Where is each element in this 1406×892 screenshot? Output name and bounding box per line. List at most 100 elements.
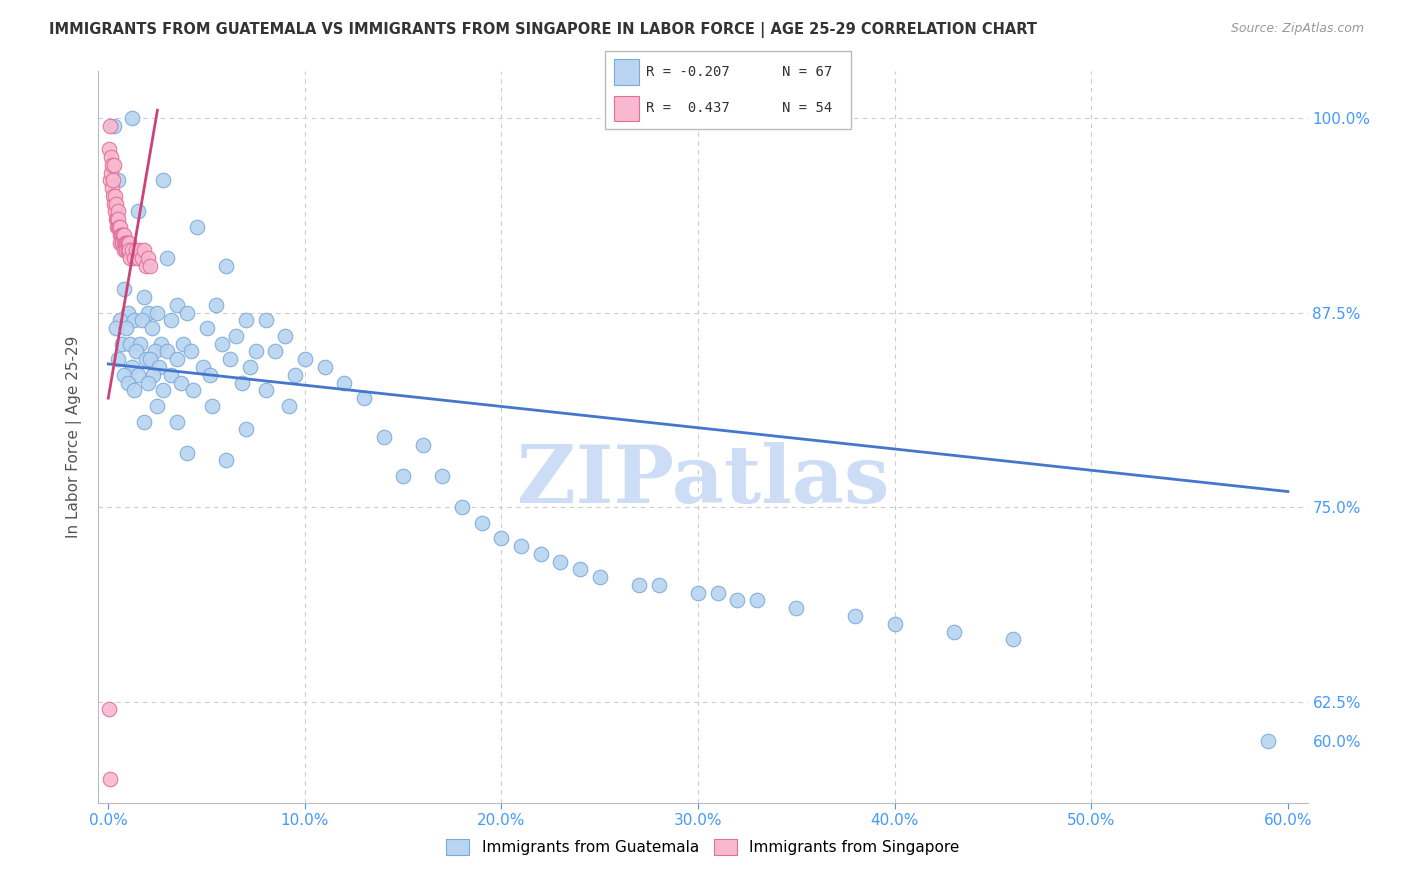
- Point: [121, 359, 143, 374]
- Point: [160, 368, 183, 382]
- Point: [132, 290, 155, 304]
- Point: [117, 244, 139, 258]
- Point: [294, 352, 316, 367]
- Point: [569, 562, 592, 576]
- Point: [98, 772, 121, 787]
- Point: [122, 251, 145, 265]
- Text: N = 54: N = 54: [782, 101, 832, 115]
- Point: [180, 344, 202, 359]
- Point: [142, 368, 165, 382]
- Point: [205, 298, 228, 312]
- Text: IMMIGRANTS FROM GUATEMALA VS IMMIGRANTS FROM SINGAPORE IN LABOR FORCE | AGE 25-2: IMMIGRANTS FROM GUATEMALA VS IMMIGRANTS …: [49, 22, 1038, 38]
- Point: [107, 173, 129, 187]
- Point: [148, 359, 170, 374]
- Point: [104, 189, 127, 203]
- Point: [688, 585, 710, 599]
- Point: [278, 399, 301, 413]
- Point: [942, 624, 965, 639]
- Point: [200, 368, 222, 382]
- Point: [138, 259, 160, 273]
- Point: [191, 359, 214, 374]
- Point: [105, 196, 128, 211]
- Point: [172, 336, 194, 351]
- Point: [138, 352, 160, 367]
- Point: [98, 702, 121, 716]
- Point: [785, 601, 807, 615]
- Point: [104, 212, 127, 227]
- Point: [274, 329, 297, 343]
- Point: [136, 251, 159, 265]
- Point: [125, 244, 148, 258]
- Text: ZIPatlas: ZIPatlas: [517, 442, 889, 520]
- Point: [136, 305, 159, 319]
- Text: N = 67: N = 67: [782, 65, 832, 79]
- Point: [392, 469, 415, 483]
- Point: [146, 305, 169, 319]
- Point: [117, 235, 139, 250]
- Point: [132, 244, 155, 258]
- Point: [118, 235, 141, 250]
- Point: [103, 204, 125, 219]
- Point: [101, 158, 124, 172]
- Point: [195, 321, 218, 335]
- Point: [844, 609, 866, 624]
- Point: [201, 399, 224, 413]
- Point: [284, 368, 307, 382]
- Point: [131, 251, 153, 265]
- Point: [1257, 733, 1279, 747]
- Point: [121, 111, 143, 125]
- Point: [141, 321, 163, 335]
- Point: [510, 539, 533, 553]
- Point: [117, 305, 139, 319]
- Point: [103, 119, 125, 133]
- Point: [115, 321, 138, 335]
- Point: [114, 244, 136, 258]
- Point: [883, 616, 905, 631]
- Point: [118, 251, 141, 265]
- Point: [127, 368, 149, 382]
- Point: [122, 313, 145, 327]
- Point: [101, 189, 124, 203]
- Point: [745, 593, 768, 607]
- Point: [127, 251, 149, 265]
- Point: [107, 212, 129, 227]
- Point: [145, 344, 167, 359]
- Point: [156, 344, 179, 359]
- Point: [628, 578, 651, 592]
- Point: [254, 384, 277, 398]
- Point: [115, 235, 138, 250]
- FancyBboxPatch shape: [614, 95, 640, 120]
- Point: [160, 313, 183, 327]
- Point: [110, 227, 132, 242]
- Point: [725, 593, 748, 607]
- Point: [648, 578, 671, 592]
- Point: [107, 352, 129, 367]
- Point: [105, 219, 128, 234]
- Point: [100, 165, 122, 179]
- Point: [471, 516, 494, 530]
- Point: [211, 336, 233, 351]
- Point: [108, 219, 131, 234]
- Point: [112, 368, 135, 382]
- Point: [181, 384, 204, 398]
- Point: [111, 336, 134, 351]
- Point: [412, 438, 434, 452]
- Point: [117, 376, 139, 390]
- Point: [152, 173, 174, 187]
- Point: [1001, 632, 1024, 647]
- Point: [166, 415, 188, 429]
- Point: [127, 204, 149, 219]
- Point: [101, 181, 124, 195]
- Point: [132, 415, 155, 429]
- Point: [118, 336, 141, 351]
- Point: [108, 227, 131, 242]
- Point: [231, 376, 253, 390]
- Point: [146, 399, 169, 413]
- Point: [111, 227, 134, 242]
- Point: [115, 244, 138, 258]
- Text: Source: ZipAtlas.com: Source: ZipAtlas.com: [1230, 22, 1364, 36]
- Point: [166, 298, 188, 312]
- Point: [112, 235, 135, 250]
- Point: [186, 219, 208, 234]
- Point: [706, 585, 728, 599]
